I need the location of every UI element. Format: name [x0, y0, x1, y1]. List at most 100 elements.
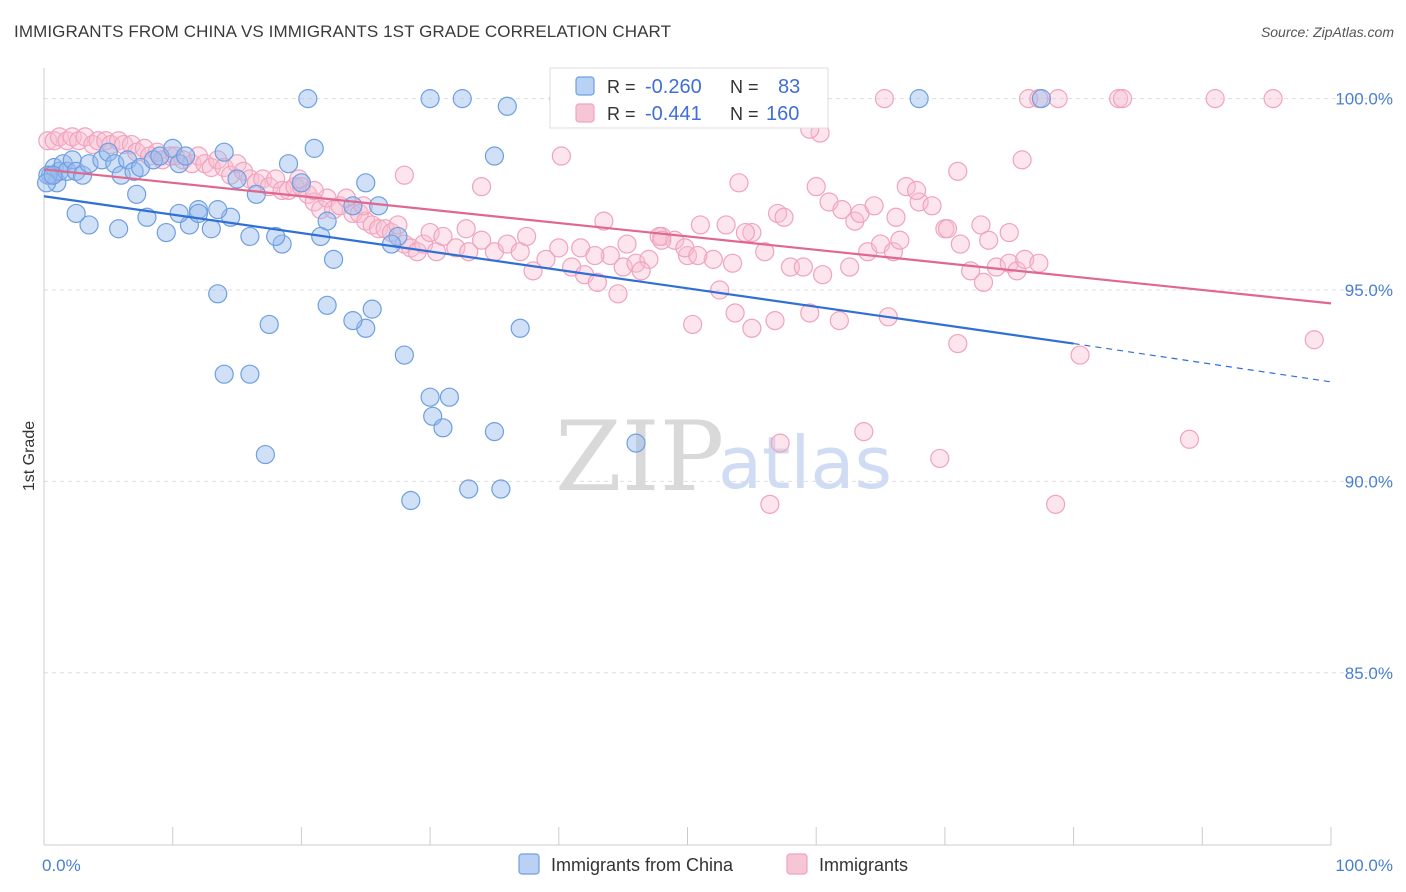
watermark-zip: ZIP [555, 401, 724, 513]
china-point-24 [79, 215, 99, 235]
china-point-32 [240, 226, 260, 247]
immigrants-point-85 [742, 222, 762, 243]
legend-r-value-immigrants: -0.441 [645, 103, 702, 125]
china-point-42 [304, 138, 324, 158]
legend-n-value-china: 83 [778, 76, 800, 98]
x-tick-marks [43, 827, 1332, 845]
immigrants-point-106 [1012, 150, 1032, 170]
china-point-38 [388, 226, 408, 247]
trend-lines [43, 168, 1332, 383]
china-point-65 [401, 490, 421, 511]
immigrants-point-155 [1045, 494, 1066, 514]
china-point-51 [259, 314, 279, 335]
tick-labels: 100.0% 95.0% 90.0% 85.0% 0.0% 100.0% [42, 90, 1393, 875]
china-point-9 [79, 154, 99, 174]
china-point-57 [439, 387, 460, 407]
china-point-27 [137, 207, 157, 227]
china-point-78 [169, 203, 189, 224]
china-point-46 [317, 295, 337, 315]
immigrants-point-127 [979, 230, 999, 250]
immigrants-point-59 [420, 222, 440, 243]
immigrants-point-70 [549, 238, 569, 258]
immigrants-point-86 [755, 242, 775, 262]
china-point-11 [98, 142, 118, 162]
china-point-49 [343, 311, 363, 331]
trend-line-china-extension [1073, 342, 1332, 383]
y-tick-label-3: 85.0% [1345, 664, 1393, 683]
china-point-34 [291, 173, 311, 193]
immigrants-point-118 [765, 311, 785, 331]
immigrants-point-99 [922, 196, 942, 216]
legend-box [549, 67, 829, 129]
watermark-atlas: atlas [718, 421, 892, 505]
trend-line-china [43, 195, 1074, 345]
immigrants-point-129 [999, 222, 1019, 243]
china-point-79 [66, 203, 86, 224]
china-point-67 [298, 89, 318, 109]
china-point-68 [420, 89, 440, 109]
immigrants-point-121 [829, 311, 849, 331]
immigrants-point-111 [594, 211, 614, 231]
immigrants-point-126 [971, 215, 991, 235]
immigrants-point-61 [433, 226, 453, 247]
china-point-62 [626, 433, 646, 453]
immigrants-point-109 [456, 219, 476, 239]
china-point-25 [109, 219, 129, 239]
legend-swatch-china [575, 76, 595, 96]
china-point-45 [323, 249, 344, 269]
immigrants-point-163 [1112, 89, 1133, 109]
china-point-40 [246, 184, 266, 204]
china-point-53 [240, 364, 260, 384]
bottom-legend: Immigrants from China Immigrants [518, 853, 908, 875]
china-point-41 [278, 154, 299, 174]
china-point-33 [272, 234, 292, 254]
china-point-30 [201, 219, 221, 239]
china-point-10 [92, 150, 112, 170]
immigrants-point-30 [233, 161, 254, 181]
legend: R = -0.260 N = 83 R = -0.441 N = 160 [549, 67, 829, 129]
immigrants-point-103 [973, 272, 994, 292]
china-point-39 [227, 169, 247, 189]
immigrants-point-161 [1205, 89, 1225, 109]
immigrants-point-101 [948, 161, 968, 181]
bottom-legend-label-immigrants: Immigrants [819, 855, 908, 875]
immigrants-point-136 [688, 245, 708, 266]
immigrants-point-98 [909, 192, 929, 212]
immigrants-point-119 [774, 207, 794, 227]
immigrants-point-82 [703, 249, 723, 269]
immigrants-point-153 [1179, 429, 1200, 449]
immigrants-point-145 [886, 207, 906, 227]
immigrants-point-123 [890, 230, 910, 250]
china-point-26 [127, 184, 147, 204]
immigrants-point-166 [394, 165, 414, 185]
immigrants-point-134 [652, 230, 672, 250]
immigrants-point-110 [517, 226, 537, 247]
immigrants-point-148 [1304, 330, 1324, 350]
immigrants-point-154 [760, 494, 780, 514]
legend-n-label-immigrants: N = [730, 104, 759, 124]
immigrants-point-152 [930, 448, 950, 469]
immigrants-point-112 [608, 284, 628, 304]
china-point-52 [214, 364, 234, 384]
y-tick-label-2: 90.0% [1345, 472, 1393, 491]
china-point-77 [208, 200, 228, 220]
immigrants-point-84 [729, 173, 749, 193]
immigrants-point-0 [38, 131, 58, 151]
immigrants-point-114 [683, 314, 703, 335]
x-tick-label-1: 100.0% [1335, 856, 1393, 875]
watermark: ZIP atlas [555, 401, 892, 513]
china-point-66 [484, 146, 505, 166]
immigrants-point-51 [369, 219, 389, 239]
y-tick-label-0: 100.0% [1335, 90, 1393, 109]
immigrants-point-120 [800, 303, 820, 323]
china-point-36 [356, 173, 376, 193]
immigrants-point-116 [725, 303, 745, 323]
immigrants-point-159 [1048, 89, 1068, 109]
immigrants-point-75 [613, 257, 633, 277]
immigrants-point-108 [551, 146, 571, 166]
immigrants-point-83 [716, 215, 736, 235]
immigrants-point-139 [722, 253, 743, 273]
china-point-81 [36, 173, 57, 193]
immigrants-point-90 [806, 177, 826, 197]
immigrants-point-3 [57, 131, 77, 151]
